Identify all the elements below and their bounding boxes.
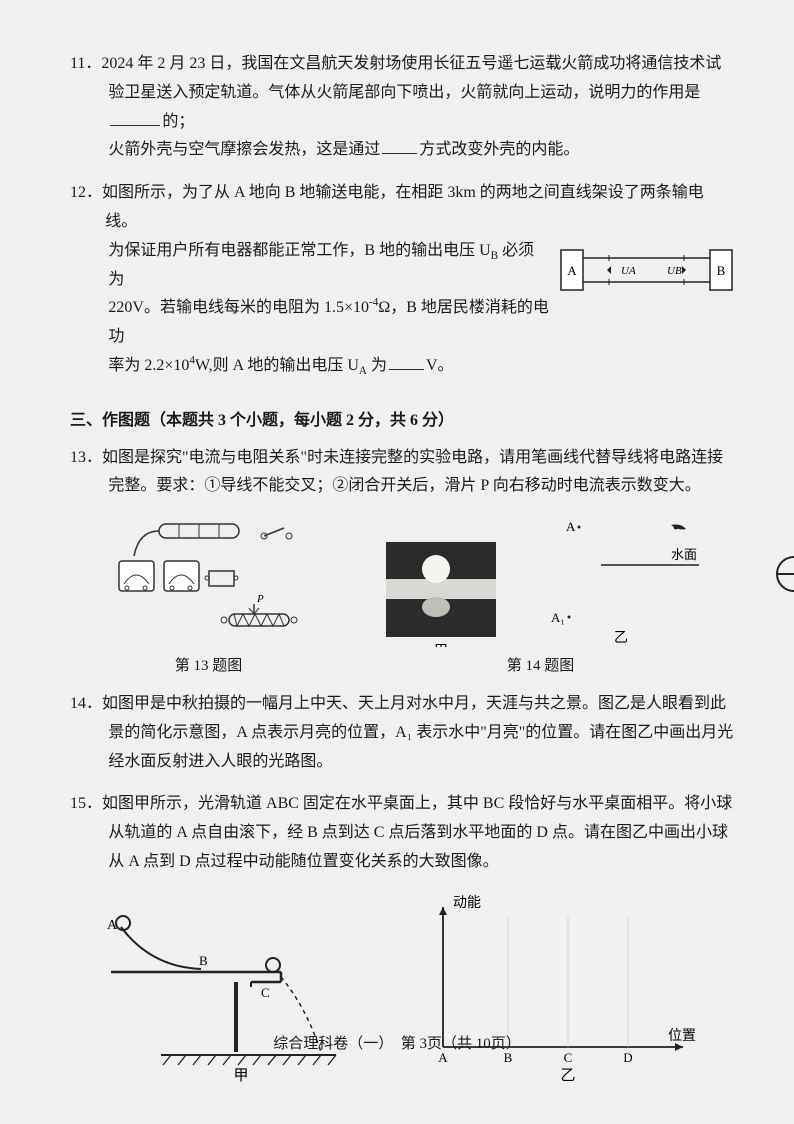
fig15-jia: 甲 — [233, 1068, 248, 1082]
fig14-a1-label: A₁ — [551, 610, 565, 625]
q11-number: 11． — [70, 55, 101, 72]
circuit-sketch-icon: P — [99, 516, 319, 636]
q11-line3b: 方式改变外壳的内能。 — [419, 141, 579, 158]
question-11: 11．2024 年 2 月 23 日，我国在文昌航天发射场使用长征五号遥七运载火… — [70, 50, 734, 165]
fig15-a: A — [107, 918, 118, 933]
reflection-diagram-icon: A 水面 A₁ 乙 — [521, 517, 701, 647]
circuit-label-b: B — [717, 263, 726, 278]
q12-line1: 如图所示，为了从 A 地向 B 地输送电能，在相距 3km 的两地之间直线架设了… — [102, 184, 704, 230]
q12-number: 12． — [70, 184, 102, 201]
question-12: 12．如图所示，为了从 A 地向 B 地输送电能，在相距 3km 的两地之间直线… — [70, 179, 734, 381]
chart-ylabel: 动能 — [453, 895, 481, 911]
figure-13: P 第 13 题图 — [99, 516, 319, 680]
figures-row-15: A B C 甲 — [70, 892, 734, 1093]
q11-line2: 验卫星送入预定轨道。气体从火箭尾部向下喷出，火箭就向上运动，说明力的作用是 — [108, 84, 700, 101]
q11-line3a: 火箭外壳与空气摩擦会发热，这是通过 — [108, 141, 380, 158]
q13-line1: 如图是探究"电流与电阻关系"时未连接完整的实验电路，请用笔画线代替导线将电路连接 — [102, 449, 723, 466]
q12-line4d: V。 — [426, 357, 454, 374]
svg-text:P: P — [256, 593, 264, 605]
q15-line3: 从 A 点到 D 点过程中动能随位置变化关系的大致图像。 — [70, 848, 734, 877]
figures-row-13-14: P 第 13 题图 甲 A 水面 — [70, 516, 734, 680]
q14-number: 14． — [70, 695, 102, 712]
q13-line2: 完整。要求：①导线不能交叉；②闭合开关后，滑片 P 向右移动时电流表示数变大。 — [70, 472, 734, 501]
fig14-caption: 第 14 题图 — [376, 653, 706, 680]
question-13: 13．如图是探究"电流与电阻关系"时未连接完整的实验电路，请用笔画线代替导线将电… — [70, 444, 734, 502]
figure-15-jia: A B C 甲 — [101, 897, 341, 1093]
circuit-label-ub: UB — [667, 265, 682, 277]
q12-circuit-diagram: A UA UB B — [559, 242, 734, 297]
fig14-jia: 甲 — [434, 644, 448, 647]
fig14-yi: 乙 — [614, 630, 628, 646]
moon-photo-icon: 甲 — [381, 537, 501, 647]
q12-line4c: 为 — [367, 357, 387, 374]
q12-line4a: 率为 2.2×10 — [108, 357, 189, 374]
blank-force[interactable] — [110, 108, 160, 126]
q13-number: 13． — [70, 449, 102, 466]
q11-line2b: 的； — [162, 113, 194, 130]
q14-line1: 如图甲是中秋拍摄的一幅月上中天、天上月对水中月，天涯与共之景。图乙是人眼看到此 — [102, 695, 726, 712]
q15-line1: 如图甲所示，光滑轨道 ABC 固定在水平桌面上，其中 BC 段恰好与水平桌面相平… — [102, 795, 732, 812]
q12-line3a: 220V。若输电线每米的电阻为 1.5×10 — [108, 299, 369, 316]
figure-14: 甲 A 水面 A₁ 乙 第 14 题图 — [376, 517, 706, 680]
question-15: 15．如图甲所示，光滑轨道 ABC 固定在水平桌面上，其中 BC 段恰好与水平桌… — [70, 790, 734, 876]
fig15-yi: 乙 — [560, 1068, 575, 1082]
q12-line4b: W,则 A 地的输出电压 U — [195, 357, 359, 374]
q15-line2: 从轨道的 A 点自由滚下，经 B 点到达 C 点后落到水平地面的 D 点。请在图… — [70, 819, 734, 848]
fig14-water: 水面 — [671, 547, 697, 562]
fig13-caption: 第 13 题图 — [99, 653, 319, 680]
blank-voltage[interactable] — [389, 352, 424, 370]
page-edge-arc-icon — [776, 555, 794, 593]
q15-number: 15． — [70, 795, 102, 812]
fig15-c: C — [261, 985, 270, 1000]
fig15-b: B — [199, 953, 208, 968]
page-footer: 综合理科卷（一） 第 3页（共 10页） — [0, 1031, 794, 1058]
section-3-header: 三、作图题（本题共 3 个小题，每小题 2 分，共 6 分） — [70, 407, 734, 436]
q14-line3: 经水面反射进入人眼的光路图。 — [70, 748, 734, 777]
q12-sup1: -4 — [369, 297, 378, 309]
q12-sub-a: A — [359, 365, 367, 377]
circuit-label-a: A — [567, 263, 577, 278]
fig14-a-label: A — [566, 519, 576, 534]
figure-15-yi: 动能 位置 A B C D 乙 — [403, 892, 703, 1093]
blank-method[interactable] — [382, 137, 417, 155]
question-14: 14．如图甲是中秋拍摄的一幅月上中天、天上月对水中月，天涯与共之景。图乙是人眼看… — [70, 690, 734, 776]
q11-line1: 2024 年 2 月 23 日，我国在文昌航天发射场使用长征五号遥七运载火箭成功… — [101, 55, 721, 72]
q12-line2: 为保证用户所有电器都能正常工作，B 地的输出电压 U — [108, 242, 490, 259]
q12-sub-b: B — [491, 250, 498, 262]
q14-line2: 景的简化示意图，A 点表示月亮的位置，A₁ 表示水中"月亮"的位置。请在图乙中画… — [70, 719, 734, 748]
circuit-label-ua: UA — [621, 265, 636, 277]
